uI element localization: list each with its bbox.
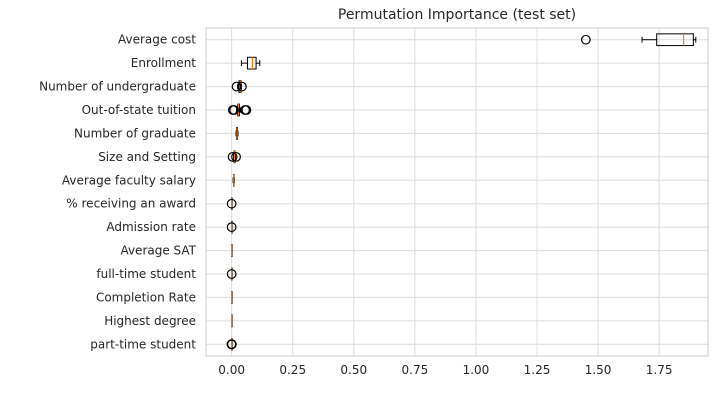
x-tick-label: 0.25 xyxy=(279,363,306,377)
y-tick-label: Size and Setting xyxy=(98,150,196,164)
outlier-point xyxy=(231,81,242,92)
box-iqr xyxy=(247,56,257,70)
y-tick-label: Out-of-state tuition xyxy=(82,103,196,117)
box-size-and-setting xyxy=(227,150,241,164)
box-part-time-student xyxy=(226,337,237,351)
box-average-faculty-salary xyxy=(232,173,235,187)
x-tick-label: 1.00 xyxy=(463,363,490,377)
x-tick-label: 1.50 xyxy=(585,363,612,377)
x-tick-label: 0.00 xyxy=(218,363,245,377)
y-tick-label: Number of graduate xyxy=(74,126,196,140)
outlier-point xyxy=(226,198,237,209)
box-admission-rate xyxy=(226,220,237,234)
outlier-point xyxy=(226,269,237,279)
outlier-point xyxy=(229,105,239,115)
outlier-point xyxy=(231,151,241,162)
outlier-point xyxy=(226,339,237,350)
box-completion-rate xyxy=(231,291,233,304)
outlier-point xyxy=(241,105,252,115)
x-tick-labels: 0.00 0.25 0.50 0.75 1.00 1.25 1.50 1.75 xyxy=(218,363,672,377)
y-tick-label: Completion Rate xyxy=(96,290,196,304)
y-tick-label: Average cost xyxy=(118,33,196,47)
x-tick-label: 1.75 xyxy=(646,363,673,377)
box-enrollment xyxy=(240,56,261,70)
box-average-cost xyxy=(580,33,697,47)
y-tick-label: part-time student xyxy=(90,337,196,351)
chart-title: Permutation Importance (test set) xyxy=(338,7,576,23)
y-tick-label: Average faculty salary xyxy=(62,173,196,187)
plot-frame xyxy=(205,27,709,357)
y-tick-label: Number of undergraduate xyxy=(39,80,196,94)
box-highest-degree xyxy=(231,314,233,328)
box-out-of-state-tuition xyxy=(227,103,252,117)
x-tick-label: 1.25 xyxy=(524,363,551,377)
grid-lines xyxy=(206,28,708,356)
outlier-point xyxy=(227,151,238,162)
y-tick-label: Enrollment xyxy=(131,56,197,70)
box-number-of-graduate xyxy=(235,127,239,140)
box-average-sat xyxy=(231,244,233,257)
outlier-point xyxy=(226,222,237,233)
outlier-point xyxy=(580,34,591,45)
box-receiving-an-award xyxy=(226,197,237,211)
y-tick-label: % receiving an award xyxy=(66,197,196,211)
y-tick-label: Average SAT xyxy=(120,244,196,258)
y-tick-label: full-time student xyxy=(96,267,196,281)
box-number-of-undergraduate xyxy=(231,80,247,93)
y-tick-label: Highest degree xyxy=(104,314,196,328)
box-iqr xyxy=(656,33,694,47)
x-tick-label: 0.75 xyxy=(402,363,429,377)
x-tick-label: 0.50 xyxy=(340,363,367,377)
box-full-time-student xyxy=(226,267,237,281)
y-tick-labels: Average cost Enrollment Number of undergra… xyxy=(39,33,197,352)
y-tick-label: Admission rate xyxy=(106,220,196,234)
box-plots xyxy=(226,33,697,351)
outlier-point xyxy=(237,81,247,92)
